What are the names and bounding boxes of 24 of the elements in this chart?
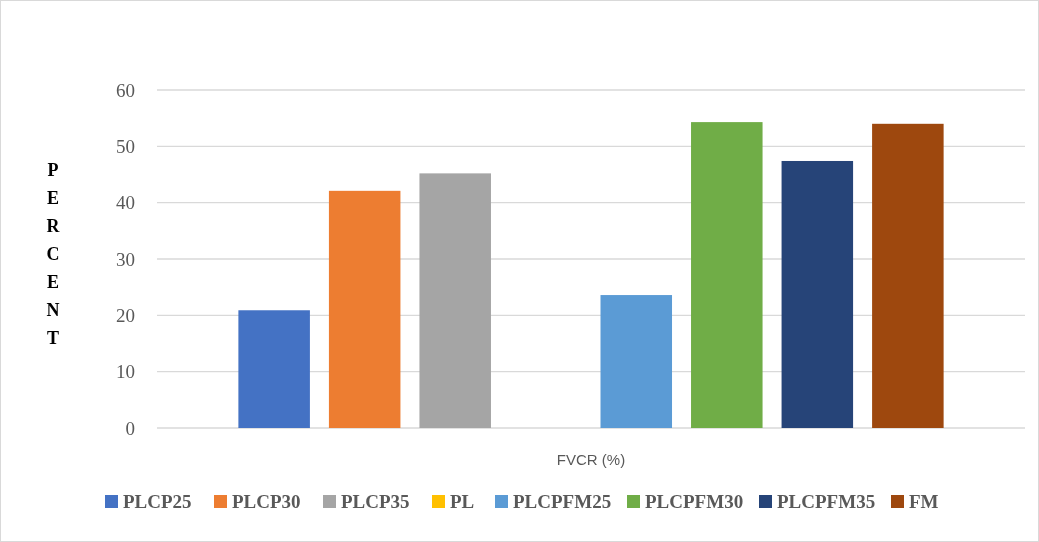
legend-label: FM [909, 491, 939, 512]
legend-label: PLCP35 [341, 491, 410, 512]
legend-label: PLCPFM30 [645, 491, 744, 512]
bar [781, 160, 854, 428]
bar [419, 173, 491, 428]
bar [691, 122, 763, 428]
legend-label: PL [450, 491, 475, 512]
y-tick-label: 20 [116, 304, 135, 326]
bar [872, 123, 944, 428]
x-tick-label: FVCR (%) [556, 451, 626, 468]
bar [238, 310, 310, 428]
y-tick-label: 10 [116, 361, 135, 383]
y-tick-label: 60 [116, 79, 135, 101]
y-tick-label: 0 [125, 417, 135, 439]
bar [600, 295, 673, 428]
bar [328, 190, 401, 428]
legend-label: PLCP25 [123, 491, 192, 512]
y-tick-label: 50 [116, 135, 135, 157]
legend-label: PLCPFM35 [777, 491, 876, 512]
legend-label: PLCP30 [232, 491, 301, 512]
y-axis-title: PERCENT [46, 160, 61, 348]
legend-label: PLCPFM25 [513, 491, 612, 512]
y-tick-label: 40 [116, 192, 135, 214]
y-tick-label: 30 [116, 248, 135, 270]
